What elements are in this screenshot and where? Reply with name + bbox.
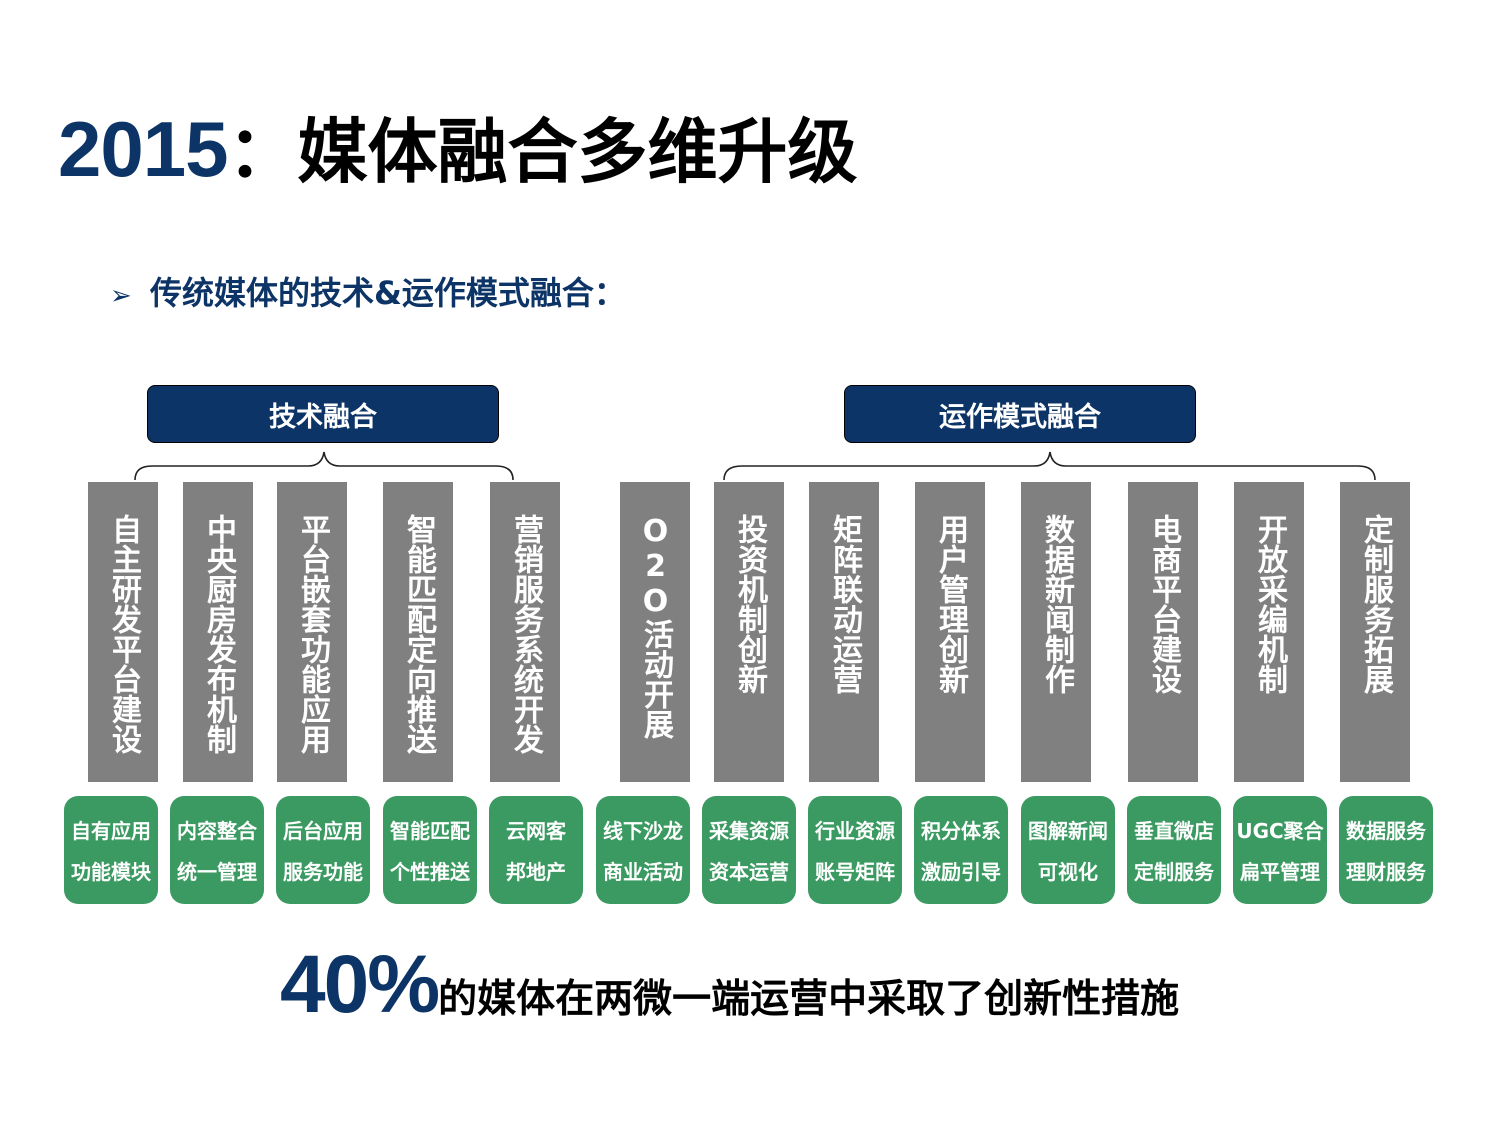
subtitle-text: 传统媒体的技术&运作模式融合： (150, 274, 626, 312)
column-bar: 用户管理创新 (915, 482, 985, 782)
column-bar: 电商平台建设 (1128, 482, 1198, 782)
column-pill-line: 后台应用 (283, 819, 363, 843)
category-operation-fusion: 运作模式融合 (844, 385, 1196, 443)
column-bar-label: 投资机制创新 (732, 514, 767, 694)
column-bar: 中央厨房发布机制 (183, 482, 253, 782)
column-pill: 自有应用 功能模块 (64, 796, 158, 904)
column-bar: 矩阵联动运营 (809, 482, 879, 782)
column-bar-label: 平台嵌套功能应用 (295, 514, 330, 754)
column-pill-line: UGC聚合 (1236, 819, 1324, 843)
column-pill-line: 激励引导 (921, 860, 1001, 884)
conclusion-text: 的媒体在两微一端运营中采取了创新性措施 (438, 977, 1180, 1022)
column-pill: 后台应用 服务功能 (276, 796, 370, 904)
column-pill: 智能匹配 个性推送 (383, 796, 477, 904)
column-bar-label: 定制服务拓展 (1358, 514, 1393, 694)
column-pill-line: 垂直微店 (1134, 819, 1214, 843)
column-pill-line: 定制服务 (1134, 860, 1214, 884)
column-pill-line: 积分体系 (921, 819, 1001, 843)
column-pill-line: 统一管理 (177, 860, 257, 884)
column-pill: 采集资源 资本运营 (702, 796, 796, 904)
column-pill-line: 商业活动 (603, 860, 683, 884)
column-pill: 积分体系 激励引导 (914, 796, 1008, 904)
column-pill-line: 服务功能 (283, 860, 363, 884)
column-bar: 平台嵌套功能应用 (277, 482, 347, 782)
column-pill-line: 智能匹配 (390, 819, 470, 843)
column-bar-label: O2O活动开展 (638, 514, 673, 739)
column-bar: 投资机制创新 (714, 482, 784, 782)
column-bar: O2O活动开展 (620, 482, 690, 782)
column-bar-label: 数据新闻制作 (1039, 514, 1074, 694)
column-pill-line: 图解新闻 (1028, 819, 1108, 843)
column-bar-label: 智能匹配定向推送 (401, 514, 436, 754)
column-bar: 数据新闻制作 (1021, 482, 1091, 782)
column-pill-line: 功能模块 (71, 860, 151, 884)
brace-operation (723, 451, 1376, 481)
column-pill-line: 个性推送 (390, 860, 470, 884)
column-pill-line: 邦地产 (506, 860, 566, 884)
column-pill: 数据服务 理财服务 (1339, 796, 1433, 904)
column-bar: 营销服务系统开发 (490, 482, 560, 782)
column-pill-line: 理财服务 (1346, 860, 1426, 884)
column-pill-line: 可视化 (1038, 860, 1098, 884)
column-pill-line: 数据服务 (1346, 819, 1426, 843)
column-bar-label: 开放采编机制 (1252, 514, 1287, 694)
title-year: 2015 (58, 105, 229, 193)
column-pill: 垂直微店 定制服务 (1127, 796, 1221, 904)
column-pill-line: 采集资源 (709, 819, 789, 843)
column-pill: UGC聚合扁平管理 (1233, 796, 1327, 904)
column-pill-line: 账号矩阵 (815, 860, 895, 884)
brace-tech (134, 451, 514, 481)
column-pill: 行业资源 账号矩阵 (808, 796, 902, 904)
column-pill-line: 自有应用 (71, 819, 151, 843)
column-pill: 内容整合 统一管理 (170, 796, 264, 904)
column-pill: 云网客 邦地产 (489, 796, 583, 904)
column-bar-label: 用户管理创新 (933, 514, 968, 694)
category-tech-fusion: 技术融合 (147, 385, 499, 443)
column-bar: 自主研发平台建设 (88, 482, 158, 782)
title-text: ：媒体融合多维升级 (227, 111, 858, 193)
conclusion: 40%的媒体在两微一端运营中采取了创新性措施 (280, 938, 1179, 1032)
column-pill-line: 行业资源 (815, 819, 895, 843)
column-bar: 定制服务拓展 (1340, 482, 1410, 782)
column-pill: 图解新闻 可视化 (1021, 796, 1115, 904)
section-subtitle: ➢ 传统媒体的技术&运作模式融合： (110, 268, 626, 314)
column-bar-label: 电商平台建设 (1146, 514, 1181, 694)
column-pill-line: 扁平管理 (1240, 860, 1320, 884)
column-bar-label: 自主研发平台建设 (106, 514, 141, 754)
conclusion-percent: 40% (280, 939, 440, 1030)
column-bar: 开放采编机制 (1234, 482, 1304, 782)
arrow-bullet-icon: ➢ (110, 281, 132, 311)
column-pill-line: 内容整合 (177, 819, 257, 843)
page-title: 2015：媒体融合多维升级 (58, 96, 858, 196)
column-bar-label: 矩阵联动运营 (827, 514, 862, 694)
column-pill: 线下沙龙 商业活动 (596, 796, 690, 904)
column-bar: 智能匹配定向推送 (383, 482, 453, 782)
column-bar-label: 中央厨房发布机制 (201, 514, 236, 754)
column-pill-line: 线下沙龙 (603, 819, 683, 843)
column-pill-line: 云网客 (506, 819, 566, 843)
column-pill-line: 资本运营 (709, 860, 789, 884)
column-bar-label: 营销服务系统开发 (508, 514, 543, 754)
